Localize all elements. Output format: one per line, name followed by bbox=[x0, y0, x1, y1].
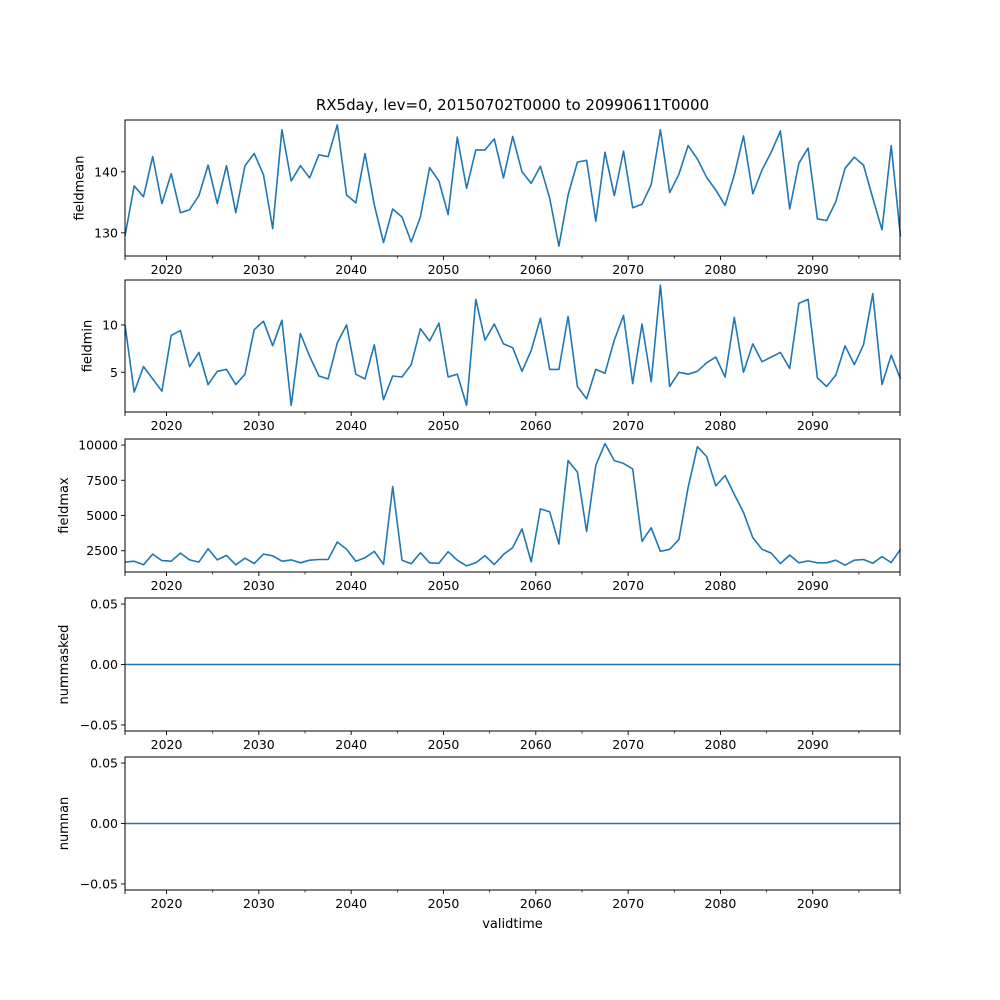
x-tick-label: 2050 bbox=[428, 578, 460, 593]
y-tick-label: 0.00 bbox=[90, 657, 118, 672]
x-tick-label: 2070 bbox=[612, 262, 644, 277]
y-tick-label: −0.05 bbox=[80, 876, 118, 891]
x-axis-label: validtime bbox=[482, 917, 543, 932]
y-tick-label: 10 bbox=[102, 317, 118, 332]
x-tick-label: 2040 bbox=[335, 737, 367, 752]
x-tick-label: 2030 bbox=[243, 418, 275, 433]
x-tick-label: 2040 bbox=[335, 578, 367, 593]
x-tick-label: 2030 bbox=[243, 262, 275, 277]
x-tick-label: 2090 bbox=[797, 418, 829, 433]
x-tick-label: 2090 bbox=[797, 578, 829, 593]
y-tick-label: 2500 bbox=[86, 543, 118, 558]
x-tick-label: 2080 bbox=[705, 578, 737, 593]
x-tick-label: 2050 bbox=[428, 262, 460, 277]
y-axis-label: fieldmean bbox=[73, 156, 88, 221]
x-tick-label: 2030 bbox=[243, 578, 275, 593]
x-tick-label: 2020 bbox=[151, 578, 183, 593]
y-tick-label: 7500 bbox=[86, 473, 118, 488]
x-tick-label: 2060 bbox=[520, 737, 552, 752]
x-tick-label: 2080 bbox=[705, 737, 737, 752]
y-tick-label: 0.05 bbox=[90, 597, 118, 612]
y-axis-label: nummasked bbox=[57, 625, 72, 705]
y-axis-label: numnan bbox=[57, 797, 72, 851]
fieldmax-series-line bbox=[124, 442, 902, 567]
x-tick-label: 2060 bbox=[520, 578, 552, 593]
y-tick-label: 0.00 bbox=[90, 816, 118, 831]
fieldmin-axes-frame bbox=[124, 279, 901, 413]
x-tick-label: 2030 bbox=[243, 896, 275, 911]
x-tick-label: 2070 bbox=[612, 418, 644, 433]
y-axis-label: fieldmin bbox=[80, 320, 95, 373]
x-tick-label: 2090 bbox=[797, 737, 829, 752]
x-tick-label: 2040 bbox=[335, 896, 367, 911]
fieldmin-series-line bbox=[124, 284, 902, 407]
x-tick-label: 2050 bbox=[428, 418, 460, 433]
x-tick-label: 2060 bbox=[520, 418, 552, 433]
y-tick-label: 5 bbox=[110, 365, 118, 380]
x-tick-label: 2070 bbox=[612, 578, 644, 593]
y-tick-label: 0.05 bbox=[90, 756, 118, 771]
x-tick-label: 2060 bbox=[520, 896, 552, 911]
y-tick-label: −0.05 bbox=[80, 717, 118, 732]
x-tick-label: 2080 bbox=[705, 896, 737, 911]
chart-title: RX5day, lev=0, 20150702T0000 to 20990611… bbox=[315, 96, 710, 114]
x-tick-label: 2090 bbox=[797, 262, 829, 277]
x-tick-label: 2020 bbox=[151, 262, 183, 277]
y-tick-label: 10000 bbox=[78, 438, 118, 453]
x-tick-label: 2070 bbox=[612, 896, 644, 911]
x-tick-label: 2020 bbox=[151, 418, 183, 433]
x-tick-label: 2020 bbox=[151, 896, 183, 911]
fieldmean-series-line bbox=[124, 124, 902, 247]
x-tick-label: 2040 bbox=[335, 262, 367, 277]
y-tick-label: 130 bbox=[94, 225, 118, 240]
y-tick-label: 5000 bbox=[86, 508, 118, 523]
x-tick-label: 2020 bbox=[151, 737, 183, 752]
x-tick-label: 2080 bbox=[705, 418, 737, 433]
y-axis-label: fieldmax bbox=[57, 477, 72, 534]
fieldmean-axes-frame bbox=[124, 119, 901, 257]
x-tick-label: 2050 bbox=[428, 737, 460, 752]
fieldmax-axes-frame bbox=[124, 438, 901, 573]
x-tick-label: 2080 bbox=[705, 262, 737, 277]
y-tick-label: 140 bbox=[94, 164, 118, 179]
x-tick-label: 2060 bbox=[520, 262, 552, 277]
x-tick-label: 2030 bbox=[243, 737, 275, 752]
x-tick-label: 2040 bbox=[335, 418, 367, 433]
x-tick-label: 2090 bbox=[797, 896, 829, 911]
x-tick-label: 2070 bbox=[612, 737, 644, 752]
x-tick-label: 2050 bbox=[428, 896, 460, 911]
